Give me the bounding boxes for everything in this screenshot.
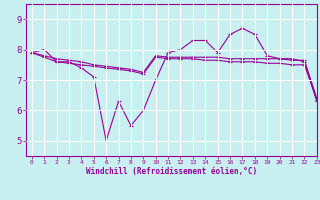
X-axis label: Windchill (Refroidissement éolien,°C): Windchill (Refroidissement éolien,°C): [86, 167, 257, 176]
